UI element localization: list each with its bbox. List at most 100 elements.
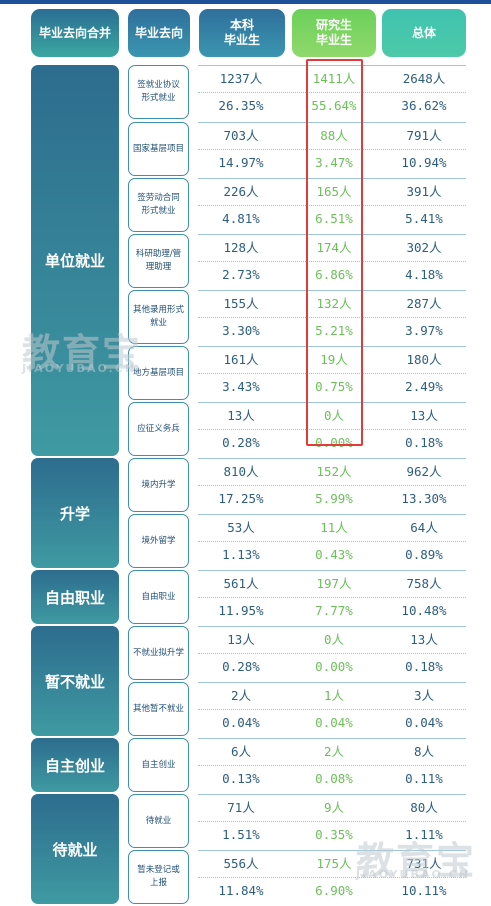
graduate-count: 165人 <box>316 184 352 199</box>
total-count: 791人 <box>406 128 442 143</box>
total-count: 13人 <box>410 632 438 647</box>
undergrad-count: 226人 <box>223 184 259 199</box>
destination-label: 待就业 <box>128 794 189 848</box>
total-percent: 2.49% <box>405 379 443 394</box>
graduate-percent: 55.64% <box>311 98 357 113</box>
destination-label: 暂未登记或 上报 <box>128 850 189 904</box>
destination-label: 其他录用形式 就业 <box>128 290 189 344</box>
row-dotted-divider <box>198 597 466 598</box>
graduate-count: 152人 <box>316 464 352 479</box>
undergrad-percent: 17.25% <box>218 491 264 506</box>
undergrad-percent: 2.73% <box>222 267 260 282</box>
total-percent: 36.62% <box>401 98 447 113</box>
undergrad-percent: 26.35% <box>218 98 264 113</box>
graduate-percent: 6.86% <box>315 267 353 282</box>
graduate-percent: 0.04% <box>315 715 353 730</box>
total-count: 287人 <box>406 296 442 311</box>
destination-label: 境内升学 <box>128 458 189 512</box>
graduate-highlight-box <box>306 59 363 446</box>
total-count: 731人 <box>406 856 442 871</box>
watermark-site: JIAOYUBAO.CN <box>356 868 471 881</box>
undergrad-count: 53人 <box>227 520 255 535</box>
row-divider <box>198 65 466 66</box>
total-count: 962人 <box>406 464 442 479</box>
undergrad-count: 71人 <box>227 800 255 815</box>
row-dotted-divider <box>198 373 466 374</box>
undergrad-count: 703人 <box>223 128 259 143</box>
row-divider <box>198 234 466 235</box>
undergrad-count: 13人 <box>227 408 255 423</box>
graduate-percent: 5.21% <box>315 323 353 338</box>
undergrad-count: 2人 <box>230 688 252 703</box>
row-dotted-divider <box>198 485 466 486</box>
watermark-logo: 教育宝 <box>22 331 143 375</box>
category-label: 自主创业 <box>31 738 119 792</box>
graduate-percent: 0.00% <box>315 435 353 450</box>
graduate-percent: 0.75% <box>315 379 353 394</box>
graduate-percent: 5.99% <box>315 491 353 506</box>
graduate-count: 9人 <box>323 800 345 815</box>
graduate-count: 132人 <box>316 296 352 311</box>
graduate-count: 174人 <box>316 240 352 255</box>
top-bar <box>0 0 491 4</box>
total-count: 3人 <box>413 688 435 703</box>
graduate-percent: 7.77% <box>315 603 353 618</box>
row-dotted-divider <box>198 149 466 150</box>
destination-label: 地方基层项目 <box>128 346 189 400</box>
undergrad-percent: 0.28% <box>222 659 260 674</box>
undergrad-percent: 1.51% <box>222 827 260 842</box>
graduate-count: 1人 <box>323 688 345 703</box>
undergrad-count: 161人 <box>223 352 259 367</box>
total-count: 8人 <box>413 744 435 759</box>
watermark-logo: 教育宝 <box>356 839 477 883</box>
row-dotted-divider <box>198 92 466 93</box>
undergrad-percent: 0.13% <box>222 771 260 786</box>
total-percent: 0.18% <box>405 435 443 450</box>
total-percent: 3.97% <box>405 323 443 338</box>
category-label: 自由职业 <box>31 570 119 624</box>
header-category: 毕业去向合并 <box>31 9 119 57</box>
total-count: 758人 <box>406 576 442 591</box>
row-divider <box>198 458 466 459</box>
undergrad-count: 1237人 <box>219 71 263 86</box>
graduate-count: 88人 <box>320 128 348 143</box>
row-divider <box>198 738 466 739</box>
category-label: 升学 <box>31 458 119 568</box>
undergrad-count: 556人 <box>223 856 259 871</box>
header-graduate: 研究生 毕业生 <box>292 9 376 57</box>
row-divider <box>198 626 466 627</box>
category-label: 待就业 <box>31 794 119 904</box>
total-percent: 0.04% <box>405 715 443 730</box>
header-total: 总体 <box>382 9 466 57</box>
watermark-site: JIAOYUBAO.CN <box>22 362 137 375</box>
undergrad-percent: 14.97% <box>218 155 264 170</box>
destination-label: 境外留学 <box>128 514 189 568</box>
total-percent: 5.41% <box>405 211 443 226</box>
graduate-count: 0人 <box>323 632 345 647</box>
row-divider <box>198 402 466 403</box>
undergrad-percent: 4.81% <box>222 211 260 226</box>
undergrad-percent: 0.04% <box>222 715 260 730</box>
undergrad-percent: 3.30% <box>222 323 260 338</box>
row-dotted-divider <box>198 877 466 878</box>
row-dotted-divider <box>198 317 466 318</box>
total-percent: 4.18% <box>405 267 443 282</box>
undergrad-count: 561人 <box>223 576 259 591</box>
graduate-count: 175人 <box>316 856 352 871</box>
row-divider <box>198 794 466 795</box>
undergrad-count: 13人 <box>227 632 255 647</box>
total-count: 180人 <box>406 352 442 367</box>
row-dotted-divider <box>198 429 466 430</box>
graduate-percent: 0.35% <box>315 827 353 842</box>
total-count: 2648人 <box>402 71 446 86</box>
total-count: 13人 <box>410 408 438 423</box>
destination-label: 不就业拟升学 <box>128 626 189 680</box>
total-percent: 10.11% <box>401 883 447 898</box>
destination-label: 国家基层项目 <box>128 122 189 176</box>
graduate-percent: 6.51% <box>315 211 353 226</box>
undergrad-percent: 0.28% <box>222 435 260 450</box>
undergrad-percent: 11.84% <box>218 883 264 898</box>
row-divider <box>198 290 466 291</box>
undergrad-count: 128人 <box>223 240 259 255</box>
destination-label: 其他暂不就业 <box>128 682 189 736</box>
